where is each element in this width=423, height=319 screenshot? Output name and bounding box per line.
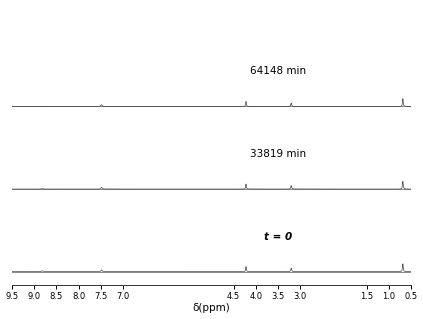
Text: 33819 min: 33819 min bbox=[250, 149, 306, 159]
Text: t = 0: t = 0 bbox=[264, 232, 292, 241]
Text: 64148 min: 64148 min bbox=[250, 66, 306, 76]
X-axis label: δ(ppm): δ(ppm) bbox=[192, 303, 231, 314]
